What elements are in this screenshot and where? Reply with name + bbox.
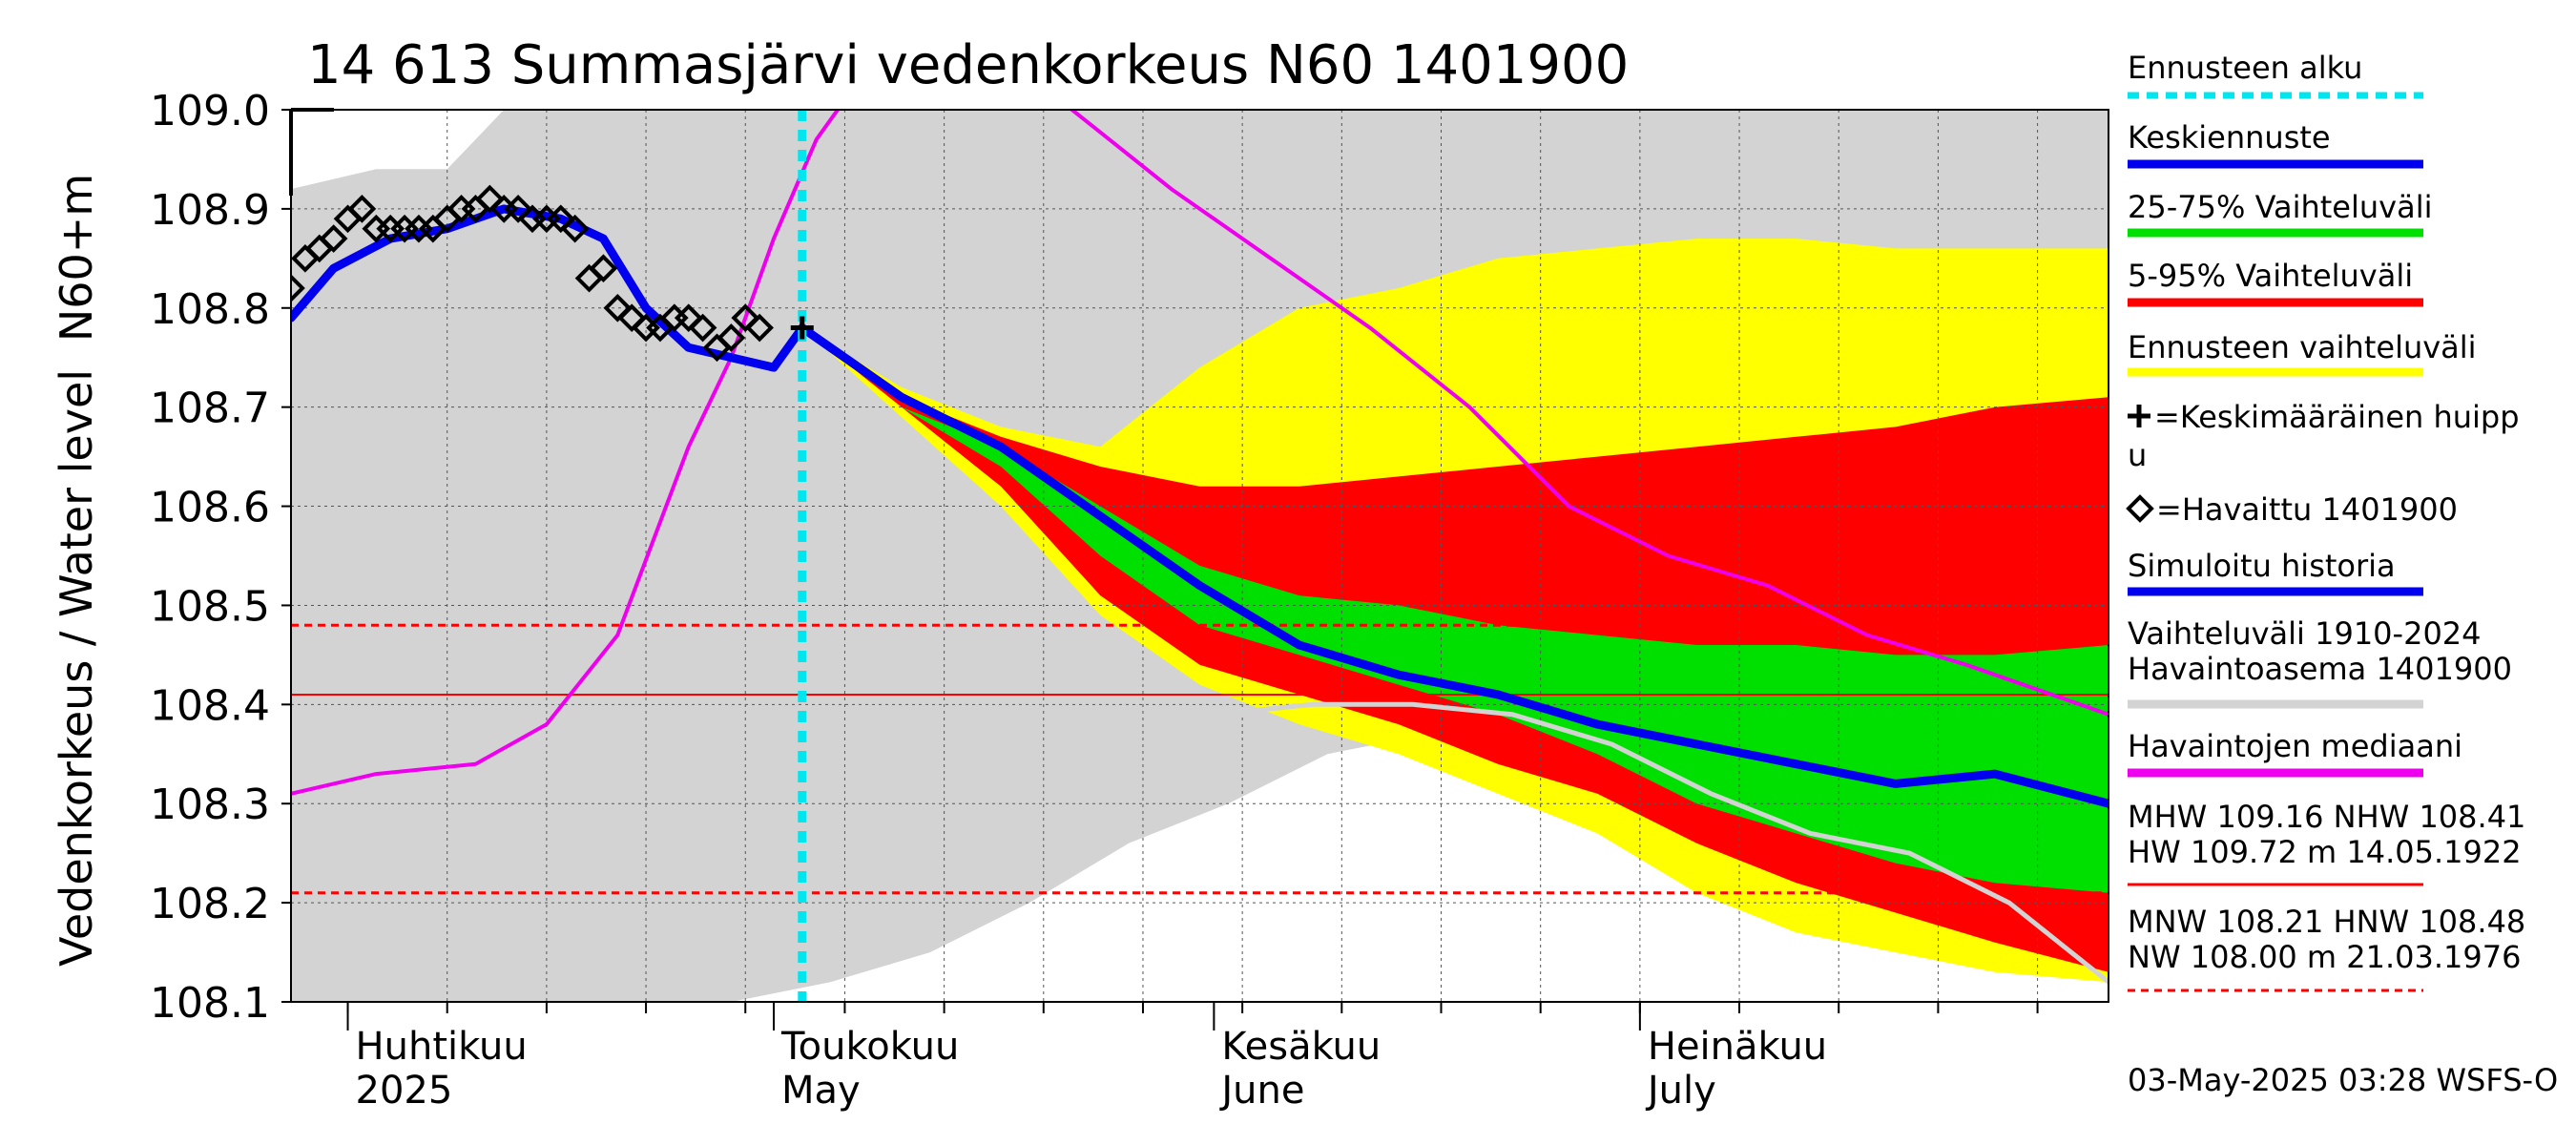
series-lines: [291, 110, 2109, 1002]
range-bands: [291, 110, 2109, 1002]
plot-frame: [290, 109, 2109, 1003]
legend-label: Vaihteluväli 1910-2024: [2128, 615, 2482, 652]
observation-markers: [291, 184, 814, 363]
observed-point: [546, 204, 575, 234]
legend-label: Ennusteen alku: [2128, 50, 2362, 86]
observed-point: [745, 313, 774, 343]
line-hist-lowest: [1211, 701, 2109, 985]
legend-label: Ennusteen vaihteluväli: [2128, 329, 2477, 365]
observed-point: [731, 303, 760, 332]
observed-point: [688, 313, 717, 343]
observed-point: [475, 184, 505, 214]
month-label-sub: June: [1218, 1069, 1304, 1113]
legend-label: =Keskimääräinen huipp: [2154, 399, 2520, 435]
observed-point: [589, 254, 618, 283]
y-tick-label: 108.3: [150, 781, 270, 829]
y-tick-label: 108.7: [150, 385, 270, 433]
legend-label: MNW 108.21 HNW 108.48: [2128, 904, 2525, 940]
line-observation-median: [291, 110, 2109, 796]
legend-label-line2: Havaintoasema 1401900: [2128, 651, 2512, 687]
observed-point: [674, 303, 703, 332]
legend-label: Keskiennuste: [2128, 119, 2331, 156]
legend: Ennusteen alku Keskiennuste 25-75% Vaihtel…: [2126, 50, 2525, 992]
y-tick-label: 108.8: [150, 285, 270, 334]
y-tick-label: 108.5: [150, 582, 270, 631]
month-label: Huhtikuu: [356, 1025, 528, 1069]
line-mean-forecast: [798, 323, 2109, 808]
mean-peak-marker: [790, 316, 814, 340]
observed-point: [291, 274, 305, 302]
band-range_25_75: [801, 327, 2109, 893]
y-tick-label: 108.2: [150, 880, 270, 928]
observed-point: [617, 303, 647, 332]
month-label-sub: 2025: [356, 1069, 453, 1113]
y-tick-label: 108.9: [150, 186, 270, 235]
y-tick-label: 108.1: [150, 979, 270, 1028]
legend-label: MHW 109.16 NHW 108.41: [2128, 799, 2525, 835]
axes: 108.1 108.2 108.3 108.4 108.5 108.6 108.7 108.8…: [150, 87, 2109, 1113]
chart-title: 14 613 Summasjärvi vedenkorkeus N60 1401…: [307, 34, 1629, 96]
observed-point: [319, 224, 348, 253]
month-label-sub: May: [781, 1069, 861, 1113]
legend-label: 25-75% Vaihteluväli: [2128, 189, 2432, 225]
y-axis-unit-label: N60+m: [51, 174, 102, 342]
legend-plus-icon: [2128, 405, 2150, 427]
timestamp-footer: 03-May-2025 03:28 WSFS-O: [2128, 1062, 2558, 1098]
month-label-sub: July: [1645, 1069, 1716, 1113]
legend-diamond-icon: [2126, 494, 2154, 523]
y-axis-label: Vedenkorkeus / Water level: [51, 369, 102, 967]
legend-label-line2: NW 108.00 m 21.03.1976: [2128, 939, 2521, 975]
y-tick-label: 108.6: [150, 484, 270, 532]
legend-label-line2: HW 109.72 m 14.05.1922: [2128, 834, 2522, 870]
observed-point: [603, 293, 633, 323]
legend-label: Simuloitu historia: [2128, 548, 2396, 584]
legend-label: =Havaittu 1401900: [2156, 491, 2458, 528]
legend-label-line2: u: [2128, 437, 2147, 473]
observed-point: [504, 195, 532, 223]
observed-point: [347, 195, 377, 223]
month-label: Kesäkuu: [1221, 1025, 1381, 1069]
legend-label: 5-95% Vaihteluväli: [2128, 258, 2413, 294]
observed-point: [560, 214, 590, 243]
y-tick-label: 109.0: [150, 87, 270, 135]
reference-lines: [291, 623, 2109, 895]
y-tick-label: 108.4: [150, 681, 270, 730]
month-label: Toukokuu: [780, 1025, 959, 1069]
line-simulated-history: [291, 204, 807, 372]
observed-point: [717, 323, 746, 352]
legend-label: Havaintojen mediaani: [2128, 728, 2462, 764]
month-label: Heinäkuu: [1648, 1025, 1827, 1069]
